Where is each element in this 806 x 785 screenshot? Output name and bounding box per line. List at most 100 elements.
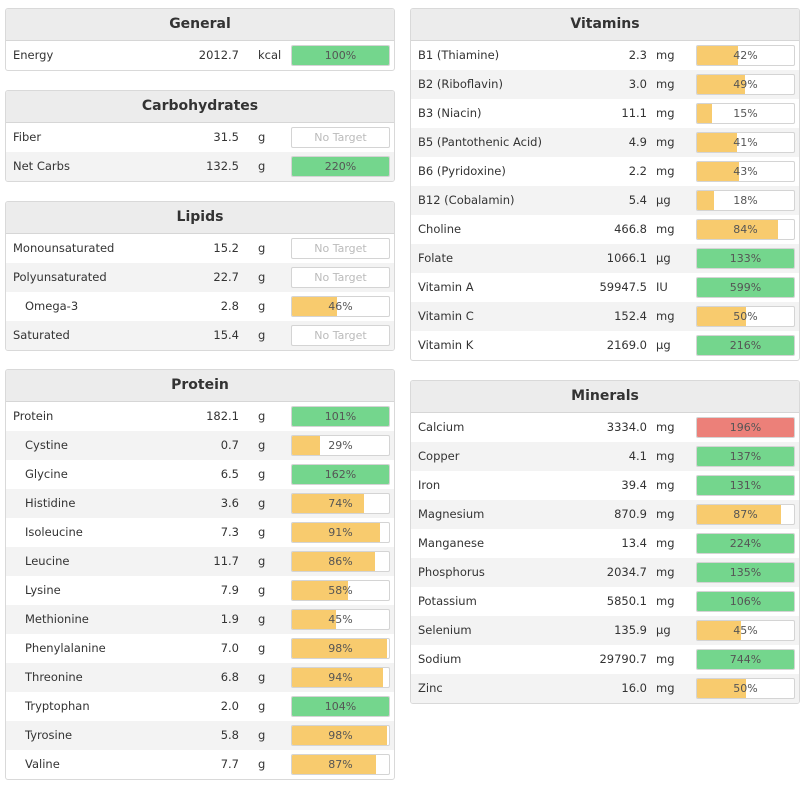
nutrient-row[interactable]: Net Carbs 132.5 g 220% <box>6 152 394 181</box>
nutrient-row[interactable]: Methionine 1.9 g 45% <box>6 605 394 634</box>
target-percent-label: No Target <box>314 271 367 284</box>
nutrient-amount: 39.4 <box>621 478 647 492</box>
nutrient-row[interactable]: Saturated 15.4 g No Target <box>6 321 394 350</box>
nutrient-row[interactable]: Tyrosine 5.8 g 98% <box>6 721 394 750</box>
minerals-panel: Minerals Calcium 3334.0 mg 196% Copper 4.1 mg 13… <box>410 380 800 704</box>
nutrient-row[interactable]: Phosphorus 2034.7 mg 135% <box>411 558 799 587</box>
target-progress-bar: 94% <box>291 667 390 688</box>
nutrient-amount: 22.7 <box>213 270 239 284</box>
target-progress-bar: 104% <box>291 696 390 717</box>
nutrient-row[interactable]: B3 (Niacin) 11.1 mg 15% <box>411 99 799 128</box>
nutrient-row[interactable]: Folate 1066.1 µg 133% <box>411 244 799 273</box>
target-progress-bar: 162% <box>291 464 390 485</box>
nutrient-unit: mg <box>656 449 675 463</box>
nutrient-unit: mg <box>656 48 675 62</box>
nutrient-row[interactable]: Vitamin C 152.4 mg 50% <box>411 302 799 331</box>
nutrient-row[interactable]: B1 (Thiamine) 2.3 mg 42% <box>411 41 799 70</box>
target-percent-label: 58% <box>328 584 353 597</box>
nutrient-row[interactable]: Phenylalanine 7.0 g 98% <box>6 634 394 663</box>
target-progress-bar: 50% <box>696 678 795 699</box>
target-progress-fill <box>697 534 794 553</box>
target-progress-bar: 49% <box>696 74 795 95</box>
nutrient-row[interactable]: B2 (Riboflavin) 3.0 mg 49% <box>411 70 799 99</box>
nutrient-row[interactable]: Vitamin K 2169.0 µg 216% <box>411 331 799 360</box>
nutrient-amount: 3334.0 <box>606 420 647 434</box>
nutrient-row[interactable]: Leucine 11.7 g 86% <box>6 547 394 576</box>
target-progress-bar: 74% <box>291 493 390 514</box>
nutrient-row[interactable]: Isoleucine 7.3 g 91% <box>6 518 394 547</box>
nutrient-name: Tryptophan <box>25 699 90 713</box>
nutrient-row[interactable]: Fiber 31.5 g No Target <box>6 123 394 152</box>
nutrient-row[interactable]: Magnesium 870.9 mg 87% <box>411 500 799 529</box>
nutrient-name: B6 (Pyridoxine) <box>418 164 506 178</box>
target-progress-fill <box>292 465 389 484</box>
nutrient-row[interactable]: Valine 7.7 g 87% <box>6 750 394 779</box>
nutrient-amount: 2169.0 <box>606 338 647 352</box>
target-progress-fill <box>697 336 794 355</box>
target-progress-fill <box>292 639 388 658</box>
nutrient-row[interactable]: Protein 182.1 g 101% <box>6 402 394 431</box>
nutrient-row[interactable]: Histidine 3.6 g 74% <box>6 489 394 518</box>
target-percent-label: 98% <box>328 642 353 655</box>
nutrient-amount: 466.8 <box>614 222 647 236</box>
target-progress-bar: 46% <box>291 296 390 317</box>
nutrient-row[interactable]: B6 (Pyridoxine) 2.2 mg 43% <box>411 157 799 186</box>
target-percent-label: 45% <box>328 613 353 626</box>
target-progress-bar: No Target <box>291 325 390 346</box>
target-percent-label: 91% <box>328 526 353 539</box>
nutrient-row[interactable]: Energy 2012.7 kcal 100% <box>6 41 394 70</box>
nutrient-row[interactable]: Potassium 5850.1 mg 106% <box>411 587 799 616</box>
target-progress-bar: 98% <box>291 638 390 659</box>
nutrient-row[interactable]: Manganese 13.4 mg 224% <box>411 529 799 558</box>
nutrient-row[interactable]: Glycine 6.5 g 162% <box>6 460 394 489</box>
carbohydrates-header: Carbohydrates <box>6 91 394 123</box>
nutrient-amount: 870.9 <box>614 507 647 521</box>
target-progress-fill <box>697 75 745 94</box>
nutrient-row[interactable]: Polyunsaturated 22.7 g No Target <box>6 263 394 292</box>
nutrient-row[interactable]: Copper 4.1 mg 137% <box>411 442 799 471</box>
target-percent-label: 43% <box>733 165 758 178</box>
target-percent-label: 87% <box>733 508 758 521</box>
nutrient-row[interactable]: Zinc 16.0 mg 50% <box>411 674 799 703</box>
target-progress-fill <box>697 278 794 297</box>
nutrient-row[interactable]: Cystine 0.7 g 29% <box>6 431 394 460</box>
nutrient-row[interactable]: Threonine 6.8 g 94% <box>6 663 394 692</box>
nutrient-unit: g <box>258 699 266 713</box>
nutrient-unit: g <box>258 496 266 510</box>
nutrient-row[interactable]: Choline 466.8 mg 84% <box>411 215 799 244</box>
nutrient-name: Fiber <box>13 130 42 144</box>
nutrient-unit: mg <box>656 164 675 178</box>
nutrient-row[interactable]: Iron 39.4 mg 131% <box>411 471 799 500</box>
nutrient-row[interactable]: Lysine 7.9 g 58% <box>6 576 394 605</box>
nutrient-name: Lysine <box>25 583 61 597</box>
target-percent-label: 42% <box>733 49 758 62</box>
nutrient-amount: 2.8 <box>220 299 239 313</box>
nutrient-row[interactable]: B5 (Pantothenic Acid) 4.9 mg 41% <box>411 128 799 157</box>
lipids-header: Lipids <box>6 202 394 234</box>
nutrient-row[interactable]: Calcium 3334.0 mg 196% <box>411 413 799 442</box>
nutrient-row[interactable]: B12 (Cobalamin) 5.4 µg 18% <box>411 186 799 215</box>
nutrient-amount: 0.7 <box>220 438 239 452</box>
nutrient-unit: µg <box>656 193 671 207</box>
nutrient-amount: 7.9 <box>220 583 239 597</box>
nutrient-name: Magnesium <box>418 507 485 521</box>
nutrient-amount: 11.7 <box>213 554 239 568</box>
nutrient-amount: 5.8 <box>220 728 239 742</box>
target-progress-fill <box>697 447 794 466</box>
nutrient-row[interactable]: Vitamin A 59947.5 IU 599% <box>411 273 799 302</box>
nutrient-row[interactable]: Omega-3 2.8 g 46% <box>6 292 394 321</box>
nutrient-amount: 2.0 <box>220 699 239 713</box>
nutrient-unit: mg <box>656 478 675 492</box>
target-progress-fill <box>292 668 384 687</box>
nutrient-amount: 182.1 <box>206 409 239 423</box>
nutrient-name: Net Carbs <box>13 159 70 173</box>
nutrient-unit: mg <box>656 420 675 434</box>
nutrient-name: Calcium <box>418 420 465 434</box>
nutrient-name: B2 (Riboflavin) <box>418 77 503 91</box>
target-progress-bar: 29% <box>291 435 390 456</box>
nutrient-row[interactable]: Sodium 29790.7 mg 744% <box>411 645 799 674</box>
nutrient-row[interactable]: Monounsaturated 15.2 g No Target <box>6 234 394 263</box>
nutrient-row[interactable]: Selenium 135.9 µg 45% <box>411 616 799 645</box>
target-progress-bar: No Target <box>291 238 390 259</box>
nutrient-row[interactable]: Tryptophan 2.0 g 104% <box>6 692 394 721</box>
